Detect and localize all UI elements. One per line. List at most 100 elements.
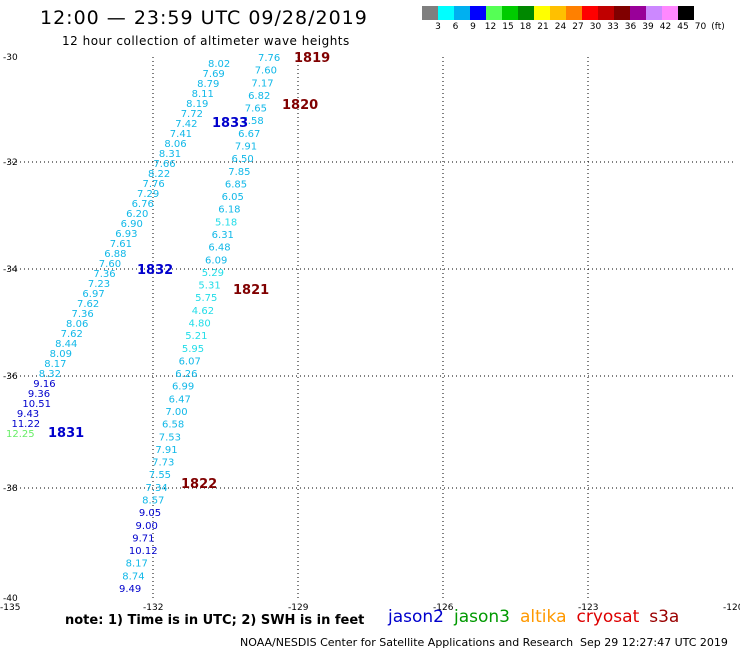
wave-height-value: 8.57 — [142, 496, 164, 507]
wave-height-value: 7.76 — [258, 53, 280, 64]
pass-label: 1831 — [48, 426, 84, 441]
wave-height-value: 7.62 — [61, 329, 83, 340]
wave-height-value: 8.06 — [164, 139, 186, 150]
longitude-label: -126 — [433, 603, 454, 613]
legend-swatch — [646, 6, 662, 20]
latitude-label: -32 — [3, 158, 18, 168]
wave-height-value: 6.97 — [82, 289, 104, 300]
wave-height-value: 6.05 — [222, 192, 244, 203]
legend-swatch — [614, 6, 630, 20]
wave-height-value: 7.29 — [137, 189, 159, 200]
wave-height-value: 9.36 — [28, 389, 50, 400]
wave-height-value: 7.53 — [159, 432, 181, 443]
pass-label: 1832 — [137, 263, 173, 278]
legend-label: 27 — [572, 22, 584, 32]
legend-label: 30 — [589, 22, 602, 32]
wave-height-value: 12.25 — [6, 429, 35, 440]
wave-height-value: 4.62 — [192, 306, 214, 317]
wave-height-value: 6.76 — [132, 199, 154, 210]
wave-height-value: 7.76 — [142, 179, 164, 190]
latitude-label: -38 — [3, 484, 18, 494]
legend-swatch — [454, 6, 470, 20]
legend-label: 24 — [554, 22, 567, 32]
wave-height-value: 7.69 — [203, 69, 225, 80]
wave-height-value: 6.48 — [208, 243, 230, 254]
wave-height-value: 5.95 — [182, 344, 204, 355]
wave-height-value: 4.80 — [189, 319, 211, 330]
pass-label: 1833 — [212, 116, 248, 131]
wave-height-value: 7.85 — [228, 167, 250, 178]
legend-label: (ft) — [711, 22, 725, 32]
footer-timestamp: Sep 29 12:27:47 UTC 2019 — [580, 636, 728, 649]
wave-height-value: 7.34 — [145, 483, 167, 494]
wave-height-value: 7.60 — [255, 66, 277, 77]
legend-swatch — [598, 6, 614, 20]
wave-height-value: 6.26 — [175, 369, 197, 380]
wave-height-value: 7.17 — [251, 78, 273, 89]
wave-height-value: 8.17 — [44, 359, 66, 370]
axis-labels: -30 -32 -34 -36 -38 -40-135 -132 -129 -126 -123 -1… — [0, 53, 740, 613]
latitude-label: -30 — [3, 53, 18, 63]
wave-height-value: 8.11 — [192, 89, 214, 100]
legend-swatch — [662, 6, 678, 20]
wave-height-value: 5.21 — [185, 331, 207, 342]
satellite-name: jason3 — [454, 607, 510, 627]
wave-height-value: 7.91 — [155, 445, 177, 456]
legend-swatch — [502, 6, 518, 20]
legend-swatch — [438, 6, 454, 20]
wave-height-value: 6.88 — [104, 249, 126, 260]
legend-swatch — [630, 6, 646, 20]
satellite-name: s3a — [649, 607, 680, 627]
wave-height-value: 6.90 — [121, 219, 143, 230]
wave-height-value: 6.85 — [225, 179, 247, 190]
wave-height-value: 6.47 — [169, 394, 191, 405]
legend-swatch — [518, 6, 534, 20]
wave-height-value: 7.55 — [149, 470, 171, 481]
satellite-name: altika — [520, 607, 567, 627]
legend-swatch — [534, 6, 550, 20]
wave-height-value: 7.41 — [170, 129, 192, 140]
legend-label: 33 — [607, 22, 619, 32]
latitude-label: -34 — [3, 265, 18, 275]
lat-lon-grid — [8, 57, 733, 598]
wave-height-value: 8.19 — [186, 99, 208, 110]
wave-height-value: 7.91 — [235, 142, 257, 153]
legend-label: 15 — [502, 22, 514, 32]
wave-height-value: 8.44 — [55, 339, 77, 350]
wave-height-value: 10.12 — [129, 546, 158, 557]
satellite-legend: jason2 jason3 altika cryosat s3a — [388, 607, 689, 627]
wave-height-value: 5.75 — [195, 293, 217, 304]
wave-height-value: 7.73 — [152, 458, 174, 469]
wave-height-value: 8.79 — [197, 79, 219, 90]
legend-label: 12 — [484, 22, 497, 32]
legend-label: 3 — [435, 22, 441, 32]
wave-height-value: 6.50 — [232, 154, 254, 165]
legend-swatch — [422, 6, 438, 20]
wave-height-value: 8.74 — [122, 571, 144, 582]
pass-label: 1820 — [282, 98, 318, 113]
wave-height-value: 5.29 — [202, 268, 224, 279]
wave-height-value: 6.09 — [205, 255, 227, 266]
altimeter-tracks: 8.027.698.798.118.197.727.427.418.068.31… — [6, 53, 280, 595]
wave-height-value: 7.62 — [77, 299, 99, 310]
wave-height-value: 8.32 — [39, 369, 61, 380]
wave-height-value: 8.31 — [159, 149, 181, 160]
longitude-label: -135 — [0, 603, 20, 613]
wave-height-value: 6.18 — [218, 205, 240, 216]
wave-height-value: 6.07 — [179, 356, 201, 367]
wave-height-value: 6.67 — [238, 129, 260, 140]
legend-label: 45 — [677, 22, 689, 32]
wave-height-value: 9.49 — [119, 584, 141, 595]
longitude-label: -120 — [723, 603, 740, 613]
wave-height-value: 7.61 — [110, 239, 132, 250]
wave-height-value: 7.42 — [175, 119, 197, 130]
wave-height-value: 8.09 — [50, 349, 72, 360]
legend-label: 36 — [624, 22, 637, 32]
legend-swatch — [550, 6, 566, 20]
legend-label: 9 — [470, 22, 476, 32]
footer-note: note: 1) Time is in UTC; 2) SWH is in fe… — [65, 613, 365, 628]
wave-height-value: 5.31 — [198, 281, 220, 292]
satellite-name: jason2 — [388, 607, 444, 627]
pass-label: 1822 — [181, 477, 217, 492]
wave-height-value: 6.31 — [212, 230, 234, 241]
